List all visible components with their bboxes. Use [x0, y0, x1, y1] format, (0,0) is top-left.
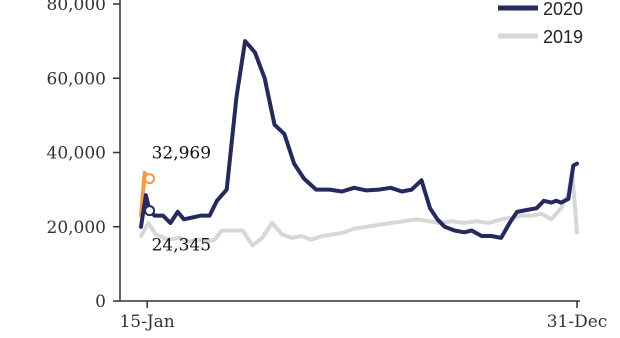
y-tick-label: 0	[95, 292, 106, 312]
series-line-2019	[139, 169, 579, 248]
y-tick-label: 40,000	[47, 144, 106, 164]
x-tick-label: 31-Dec	[547, 312, 608, 332]
y-tick-label: 60,000	[47, 69, 106, 89]
series-line-2020	[139, 39, 579, 240]
legend-label-2019: 2019	[543, 27, 583, 47]
x-tick-label: 15-Jan	[119, 312, 174, 332]
y-tick-label: 20,000	[47, 218, 106, 238]
data-label: 32,969	[152, 144, 211, 164]
legend-label-2020: 2020	[543, 0, 583, 19]
data-label: 24,345	[152, 236, 211, 256]
annotation-marker	[144, 173, 156, 185]
y-tick-label: 80,000	[47, 0, 106, 15]
annotation-marker	[144, 205, 156, 217]
